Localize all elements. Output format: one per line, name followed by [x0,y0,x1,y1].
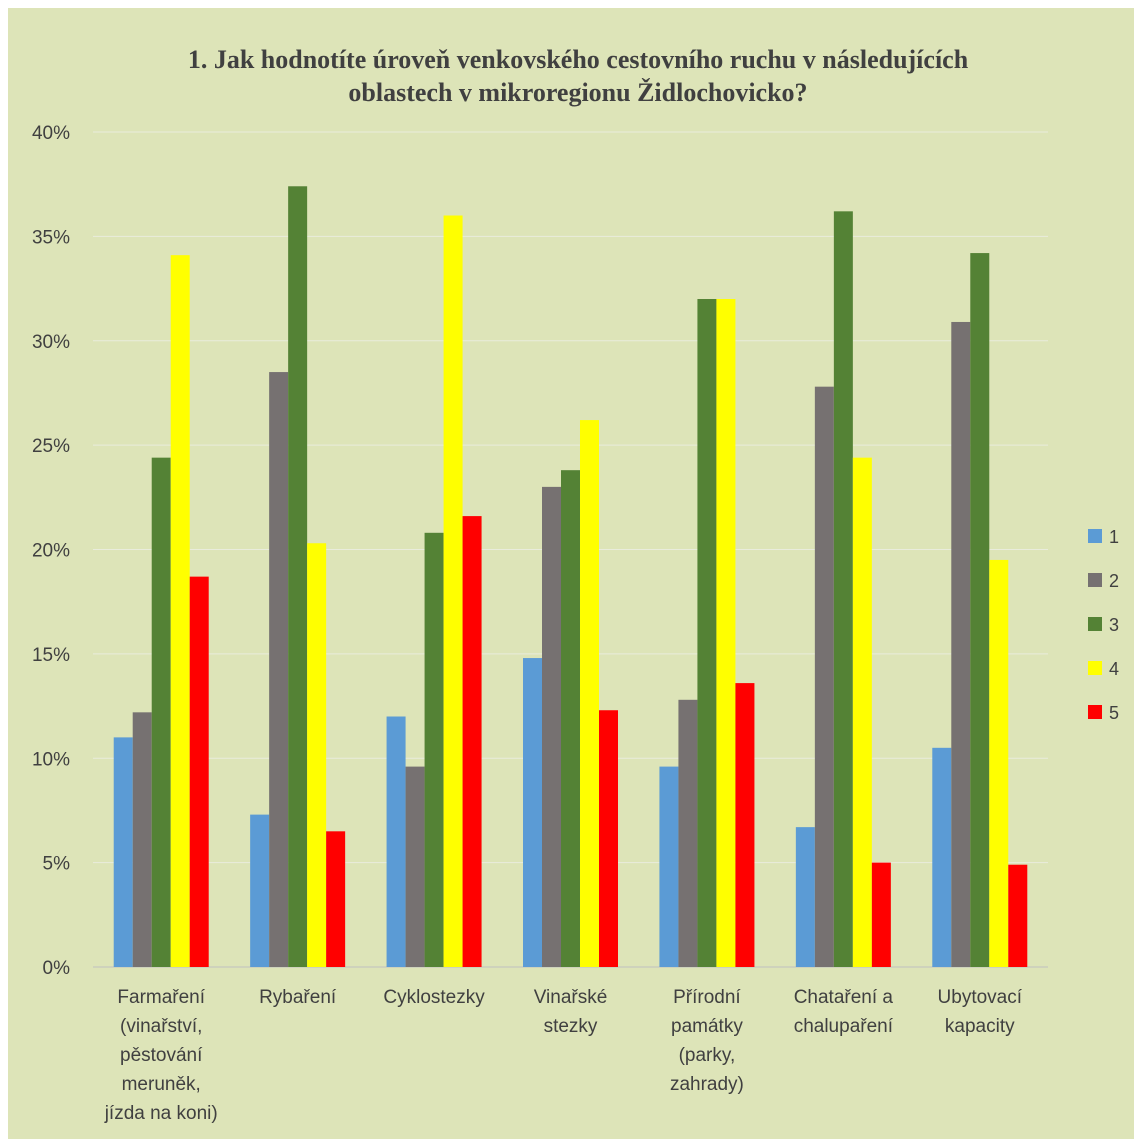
y-tick-label: 40% [32,123,70,144]
bar-3-3 [424,532,444,967]
y-tick-label: 0% [43,958,71,979]
x-category-label: Ubytovací [938,987,1023,1008]
x-category-label: chalupaření [794,1016,894,1037]
bar-chart: 1. Jak hodnotíte úroveň venkovského cest… [32,45,1119,1124]
x-category-label: Přírodní [673,987,741,1008]
chart-title: 1. Jak hodnotíte úroveň venkovského cest… [188,45,969,107]
bar-2-5 [678,699,698,967]
bar-4-1 [170,255,190,968]
y-tick-label: 25% [32,436,70,457]
bar-4-2 [307,543,327,967]
bar-1-5 [659,766,679,967]
bar-5-4 [599,710,618,967]
bar-1-6 [795,827,815,967]
bar-5-2 [326,831,346,967]
bar-3-5 [697,299,717,967]
bar-1-4 [523,658,542,967]
x-category-label: Chataření a [794,987,894,1008]
legend-label: 4 [1109,659,1119,679]
x-category-label: Cyklostezky [383,987,485,1008]
bar-1-7 [932,747,952,967]
x-category-label: Rybaření [259,987,337,1008]
bar-2-2 [269,372,289,967]
x-category-label: jízda na koni) [104,1103,218,1124]
x-category-label: stezky [544,1016,598,1037]
legend-swatch [1088,661,1102,675]
legend: 1 2 3 4 5 [1088,527,1119,723]
bar-4-4 [580,420,599,967]
y-tick-label: 10% [32,749,70,770]
bar-5-6 [871,862,891,967]
chart-title-line: oblastech v mikroregionu Židlochovicko? [348,78,807,107]
bars [113,186,1028,968]
x-category-label: meruněk, [122,1074,201,1095]
chart-area: 1. Jak hodnotíte úroveň venkovského cest… [8,8,1134,1139]
bar-4-5 [716,299,736,967]
y-tick-label: 5% [43,854,71,875]
legend-label: 2 [1109,571,1119,591]
x-category-label: kapacity [945,1016,1015,1037]
x-category-label: (vinařství, [120,1016,202,1037]
bar-2-4 [542,486,561,967]
bar-3-4 [561,470,580,967]
x-category-label: Farmaření [117,987,205,1008]
x-category-label: pěstování [120,1045,203,1066]
y-tick-label: 35% [32,227,70,248]
legend-swatch [1088,617,1102,631]
bar-2-7 [951,321,971,967]
y-tick-label: 15% [32,645,70,666]
bar-1-2 [250,814,270,967]
legend-label: 1 [1109,527,1119,547]
bar-5-7 [1008,864,1028,967]
y-tick-label: 30% [32,332,70,353]
bar-2-6 [814,386,834,967]
x-axis-categories: Farmaření (vinařství, pěstování meruněk, jíz… [104,987,1023,1124]
bar-2-3 [405,766,425,967]
legend-swatch [1088,573,1102,587]
bar-3-7 [970,253,990,967]
x-category-label: Vinařské [534,987,608,1008]
legend-label: 5 [1109,703,1119,723]
bar-1-1 [113,737,133,967]
bar-4-7 [989,559,1009,967]
bar-5-5 [735,683,755,967]
legend-swatch [1088,529,1102,543]
bar-1-3 [386,716,406,967]
y-tick-label: 20% [32,541,70,562]
legend-label: 3 [1109,615,1119,635]
x-category-label: (parky, [679,1045,736,1066]
x-category-label: zahrady) [670,1074,744,1095]
bar-3-6 [833,211,853,967]
x-category-label: památky [671,1016,743,1037]
bar-3-2 [288,186,308,967]
bar-2-1 [132,712,152,967]
bar-4-3 [443,215,463,967]
bar-4-6 [852,457,872,967]
legend-swatch [1088,705,1102,719]
bar-3-1 [151,457,171,967]
bar-5-3 [462,516,482,967]
chart-title-line: 1. Jak hodnotíte úroveň venkovského cest… [188,45,969,74]
bar-5-1 [189,576,209,967]
y-axis-ticks: 0% 5% 10% 15% 20% 25% 30% 35% 40% [32,123,70,979]
